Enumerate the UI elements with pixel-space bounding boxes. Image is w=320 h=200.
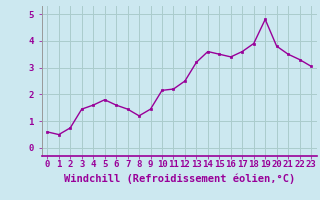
X-axis label: Windchill (Refroidissement éolien,°C): Windchill (Refroidissement éolien,°C) <box>64 173 295 184</box>
